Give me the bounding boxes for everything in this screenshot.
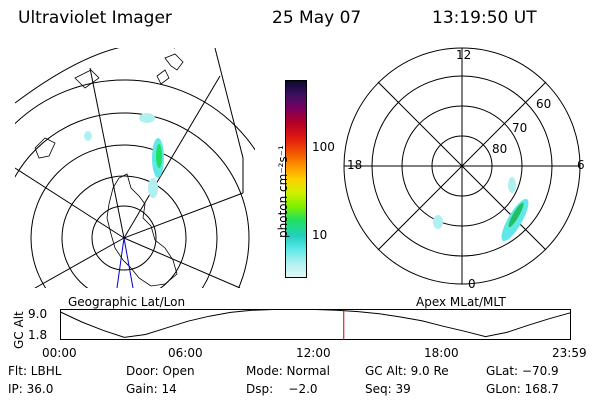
magnetic-polar-map <box>343 47 581 285</box>
info-gc-alt: GC Alt: 9.0 Re <box>365 364 449 378</box>
chart-xtick-4: 23:59 <box>552 346 587 360</box>
mlat-label-60: 60 <box>536 97 552 111</box>
info-glat: GLat: −70.9 <box>486 364 559 378</box>
geographic-map <box>15 48 255 289</box>
altitude-series-line-0 <box>60 309 571 338</box>
instrument-title: Ultraviolet Imager <box>18 8 172 28</box>
chart-ytick-bottom: 1.8 <box>28 328 48 342</box>
color-scale-bar <box>285 80 307 278</box>
chart-ytick-top: 9.0 <box>28 307 48 321</box>
time-label: 13:19:50 UT <box>432 8 537 28</box>
mlt-label-0: 0 <box>468 277 476 291</box>
left-map-caption: Geographic Lat/Lon <box>68 295 186 309</box>
aurora-emission-magnetic <box>433 177 529 242</box>
date-label: 25 May 07 <box>272 8 362 28</box>
chart-xtick-1: 06:00 <box>168 346 203 360</box>
info-seq: Seq: 39 <box>365 382 411 396</box>
chart-xtick-0: 00:00 <box>42 346 77 360</box>
colorbar-unit-label: photon cm⁻²s⁻¹ <box>276 145 290 238</box>
info-mode: Mode: Normal <box>246 364 330 378</box>
info-dsp: Dsp: −2.0 <box>246 382 318 396</box>
chart-xtick-2: 12:00 <box>296 346 331 360</box>
right-map-caption: Apex MLat/MLT <box>416 295 506 309</box>
mlt-label-18: 18 <box>347 158 363 172</box>
chart-ylabel: GC Alt <box>12 311 26 349</box>
mlt-label-6: 6 <box>577 158 585 172</box>
mlat-label-80: 80 <box>492 142 508 156</box>
info-ip: IP: 36.0 <box>8 382 54 396</box>
colorbar-tick-100: 100 <box>312 140 335 154</box>
altitude-chart <box>60 309 571 340</box>
colorbar-tick-10: 10 <box>312 228 328 242</box>
mlt-label-12: 12 <box>456 48 472 62</box>
chart-xtick-3: 18:00 <box>424 346 459 360</box>
aurora-emission <box>84 113 164 198</box>
info-glon: GLon: 168.7 <box>486 382 559 396</box>
info-door: Door: Open <box>126 364 195 378</box>
info-flt: Flt: LBHL <box>8 364 62 378</box>
mlat-label-70: 70 <box>512 121 528 135</box>
info-gain: Gain: 14 <box>126 382 177 396</box>
